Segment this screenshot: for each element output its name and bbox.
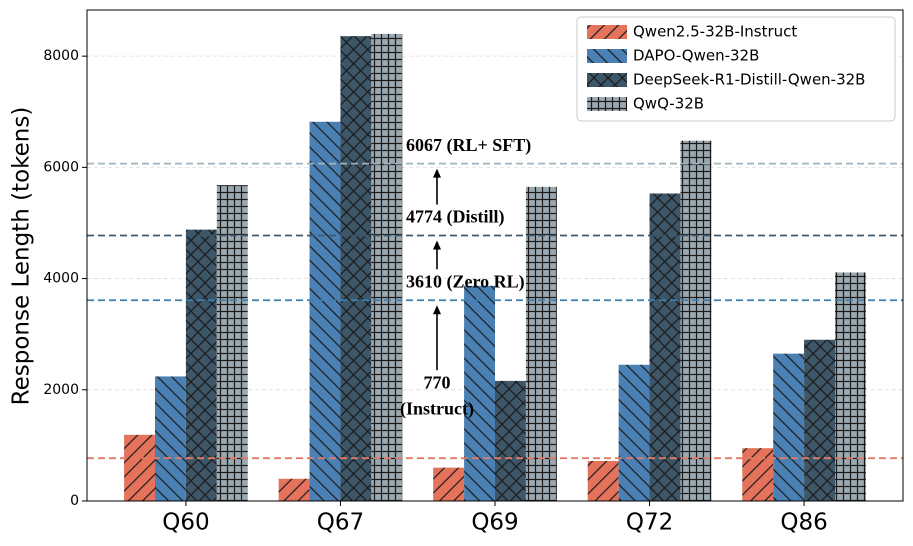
bar xyxy=(495,380,526,501)
x-tick-label: Q69 xyxy=(471,510,518,536)
legend-label: QwQ-32B xyxy=(633,95,704,113)
bar xyxy=(618,364,650,501)
bar xyxy=(340,36,372,502)
annotation: 6067 (RL+ SFT) xyxy=(406,135,531,156)
bar xyxy=(278,478,310,501)
bar xyxy=(216,185,248,501)
legend-swatch xyxy=(587,49,627,63)
y-axis-label: Response Length (tokens) xyxy=(9,107,35,406)
x-tick-label: Q60 xyxy=(162,510,209,536)
bar xyxy=(587,460,619,501)
arrow-head xyxy=(433,240,441,250)
arrow-head xyxy=(433,305,441,315)
bar xyxy=(185,229,217,502)
legend-label: DeepSeek-R1-Distill-Qwen-32B xyxy=(633,71,865,89)
bar xyxy=(155,376,186,501)
bar xyxy=(371,33,403,502)
bar xyxy=(835,272,866,501)
bar xyxy=(525,186,557,501)
x-tick-label: Q72 xyxy=(626,510,673,536)
bar xyxy=(773,353,805,501)
y-tick-label: 6000 xyxy=(43,159,79,175)
bar xyxy=(433,467,465,501)
plot-frame xyxy=(86,9,904,502)
bar xyxy=(649,193,681,501)
annotation: (Instruct) xyxy=(400,398,474,419)
legend-label: DAPO-Qwen-32B xyxy=(633,47,759,65)
y-tick-label: 0 xyxy=(70,493,79,509)
annotation: 3610 (Zero RL) xyxy=(406,271,525,292)
legend-label: Qwen2.5-32B-Instruct xyxy=(633,23,797,41)
x-tick-label: Q67 xyxy=(317,510,364,536)
bar xyxy=(124,434,155,501)
annotation: 770 xyxy=(424,372,451,392)
legend-swatch xyxy=(587,73,627,87)
arrow-head xyxy=(433,168,441,178)
legend-swatch xyxy=(587,97,627,111)
y-tick-label: 4000 xyxy=(43,271,79,287)
bar xyxy=(464,285,495,501)
bar xyxy=(804,339,835,501)
x-tick-label: Q86 xyxy=(780,510,827,536)
annotation: 4774 (Distill) xyxy=(406,207,505,228)
legend-box xyxy=(576,16,896,122)
bar xyxy=(309,121,341,502)
y-tick-label: 8000 xyxy=(43,48,79,64)
bar xyxy=(680,140,712,502)
bar xyxy=(742,448,774,501)
y-tick-label: 2000 xyxy=(43,382,79,398)
legend-swatch xyxy=(587,25,627,39)
